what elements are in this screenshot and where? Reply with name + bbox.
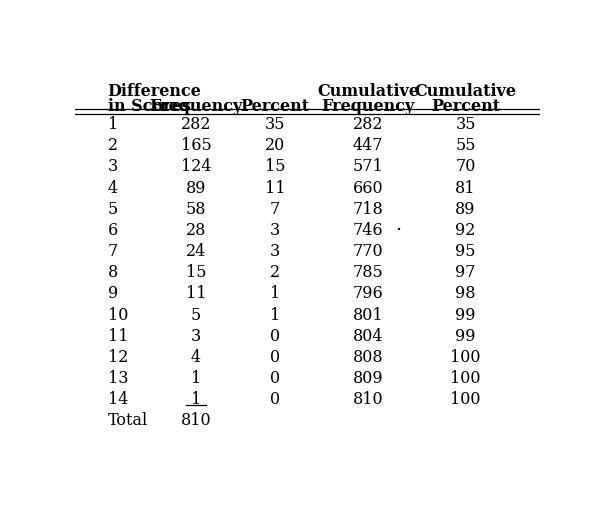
Text: 11: 11: [107, 328, 128, 345]
Text: 12: 12: [107, 349, 128, 366]
Text: 0: 0: [270, 328, 280, 345]
Text: 718: 718: [353, 201, 383, 218]
Text: 97: 97: [455, 264, 476, 281]
Text: 6: 6: [107, 222, 118, 239]
Text: 15: 15: [185, 264, 206, 281]
Text: 11: 11: [265, 180, 285, 196]
Text: 3: 3: [270, 243, 280, 260]
Text: 810: 810: [353, 391, 383, 408]
Text: Percent: Percent: [431, 98, 500, 116]
Text: 5: 5: [107, 201, 118, 218]
Text: 3: 3: [270, 222, 280, 239]
Text: 282: 282: [353, 116, 383, 133]
Text: 28: 28: [186, 222, 206, 239]
Text: 785: 785: [353, 264, 383, 281]
Text: 24: 24: [186, 243, 206, 260]
Text: 20: 20: [265, 137, 285, 154]
Text: 70: 70: [455, 158, 476, 176]
Text: 89: 89: [455, 201, 476, 218]
Text: 165: 165: [181, 137, 211, 154]
Text: 808: 808: [353, 349, 383, 366]
Text: 35: 35: [265, 116, 285, 133]
Text: 810: 810: [181, 412, 211, 430]
Text: 801: 801: [353, 306, 383, 324]
Text: Frequency: Frequency: [149, 98, 242, 116]
Text: 14: 14: [107, 391, 128, 408]
Text: 1: 1: [270, 286, 280, 302]
Text: 0: 0: [270, 349, 280, 366]
Text: 447: 447: [353, 137, 383, 154]
Text: Total: Total: [107, 412, 148, 430]
Text: 3: 3: [107, 158, 118, 176]
Text: Cumulative: Cumulative: [415, 82, 517, 100]
Text: 796: 796: [353, 286, 383, 302]
Text: 1: 1: [270, 306, 280, 324]
Text: 11: 11: [185, 286, 206, 302]
Text: 0: 0: [270, 370, 280, 387]
Text: 99: 99: [455, 306, 476, 324]
Text: 99: 99: [455, 328, 476, 345]
Text: in Scores: in Scores: [107, 98, 190, 116]
Text: 95: 95: [455, 243, 476, 260]
Text: 35: 35: [455, 116, 476, 133]
Text: 7: 7: [270, 201, 280, 218]
Text: Frequency: Frequency: [322, 98, 415, 116]
Text: 100: 100: [451, 391, 481, 408]
Text: 98: 98: [455, 286, 476, 302]
Text: 2: 2: [107, 137, 118, 154]
Text: 1: 1: [191, 370, 201, 387]
Text: 100: 100: [451, 370, 481, 387]
Text: 660: 660: [353, 180, 383, 196]
Text: 81: 81: [455, 180, 476, 196]
Text: 7: 7: [107, 243, 118, 260]
Text: 58: 58: [185, 201, 206, 218]
Text: 89: 89: [185, 180, 206, 196]
Text: 13: 13: [107, 370, 128, 387]
Text: 1: 1: [191, 391, 201, 408]
Text: 746: 746: [353, 222, 383, 239]
Text: 571: 571: [353, 158, 383, 176]
Text: 8: 8: [107, 264, 118, 281]
Text: 1: 1: [107, 116, 118, 133]
Text: 92: 92: [455, 222, 476, 239]
Text: 3: 3: [191, 328, 201, 345]
Text: 4: 4: [191, 349, 201, 366]
Text: 100: 100: [451, 349, 481, 366]
Text: 282: 282: [181, 116, 211, 133]
Text: Cumulative: Cumulative: [317, 82, 419, 100]
Text: 0: 0: [270, 391, 280, 408]
Text: ·: ·: [395, 221, 401, 239]
Text: 4: 4: [107, 180, 118, 196]
Text: 804: 804: [353, 328, 383, 345]
Text: 124: 124: [181, 158, 211, 176]
Text: 770: 770: [353, 243, 383, 260]
Text: 5: 5: [191, 306, 201, 324]
Text: 2: 2: [270, 264, 280, 281]
Text: Percent: Percent: [241, 98, 310, 116]
Text: 55: 55: [455, 137, 476, 154]
Text: 15: 15: [265, 158, 285, 176]
Text: 809: 809: [353, 370, 383, 387]
Text: 9: 9: [107, 286, 118, 302]
Text: 10: 10: [107, 306, 128, 324]
Text: Difference: Difference: [107, 82, 202, 100]
